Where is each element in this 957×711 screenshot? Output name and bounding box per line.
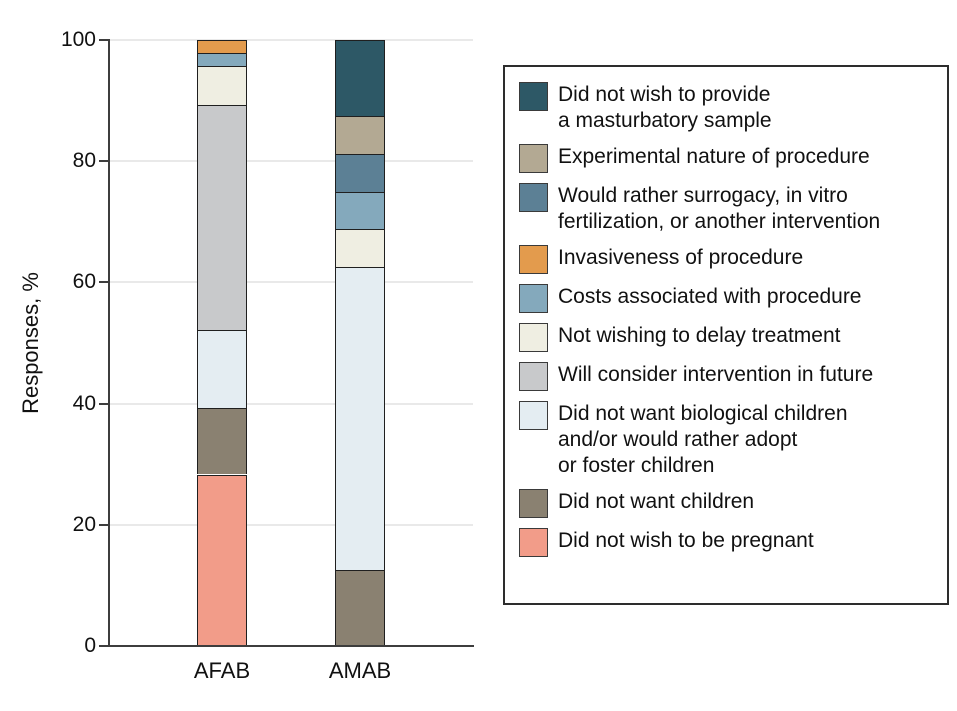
legend-label-delay: Not wishing to delay treatment [558, 324, 841, 347]
legend-label-no-biological: Did not want biological children and/or w… [558, 402, 848, 477]
bar-segment-afab-costs [197, 52, 247, 67]
bar-segment-afab-pregnant [197, 474, 247, 646]
legend-item-costs: Costs associated with procedure [519, 284, 933, 313]
bar-segment-afab-invasiveness [197, 40, 247, 53]
legend-color-swatch-pregnant [519, 528, 548, 557]
legend-item-experimental: Experimental nature of procedure [519, 144, 933, 173]
legend-label-pregnant: Did not wish to be pregnant [558, 529, 814, 552]
bar-segment-amab-no-children [335, 570, 385, 646]
bar-segment-afab-no-children [197, 408, 247, 475]
gridline-40 [109, 402, 473, 405]
x-axis-line [108, 645, 474, 647]
legend-label-future: Will consider intervention in future [558, 363, 874, 386]
gridline-20 [109, 523, 473, 526]
legend-item-invasiveness: Invasiveness of procedure [519, 245, 933, 274]
legend-color-swatch-no-biological [519, 401, 548, 430]
y-tick-label-20: 20 [72, 512, 96, 536]
y-tick-mark-60 [99, 281, 108, 284]
y-tick-label-0: 0 [84, 634, 96, 657]
bar-segment-afab-future [197, 105, 247, 330]
legend-label-masturbatory: Did not wish to provide a masturbatory sa… [558, 83, 772, 132]
gridline-80 [109, 160, 473, 163]
legend-color-swatch-future [519, 362, 548, 391]
legend-color-swatch-masturbatory [519, 82, 548, 111]
legend-label-costs: Costs associated with procedure [558, 285, 862, 308]
legend-item-masturbatory: Did not wish to provide a masturbatory sa… [519, 82, 933, 134]
bar-segment-amab-masturbatory [335, 40, 385, 116]
bar-segment-amab-experimental [335, 115, 385, 154]
bar-segment-afab-delay [197, 66, 247, 106]
y-axis-line [108, 39, 110, 647]
y-tick-mark-40 [99, 402, 108, 405]
legend-color-swatch-invasiveness [519, 245, 548, 274]
gridline-100 [109, 39, 473, 41]
legend-label-experimental: Experimental nature of procedure [558, 145, 870, 168]
legend-item-no-biological: Did not want biological children and/or w… [519, 401, 933, 479]
legend-item-no-children: Did not want children [519, 489, 933, 518]
legend-items: Did not wish to provide a masturbatory sa… [519, 82, 933, 557]
legend-label-surrogacy: Would rather surrogacy, in vitro fertiliz… [558, 184, 881, 233]
gridline-60 [109, 281, 473, 284]
y-tick-mark-80 [99, 160, 108, 163]
y-tick-mark-0 [99, 645, 108, 647]
legend-color-swatch-surrogacy [519, 183, 548, 212]
legend-color-swatch-no-children [519, 489, 548, 518]
y-tick-mark-20 [99, 523, 108, 526]
legend-color-swatch-experimental [519, 144, 548, 173]
x-category-label-amab: AMAB [328, 658, 392, 683]
legend-color-swatch-delay [519, 323, 548, 352]
legend-item-future: Will consider intervention in future [519, 362, 933, 391]
legend-item-surrogacy: Would rather surrogacy, in vitro fertiliz… [519, 183, 933, 235]
legend-label-no-children: Did not want children [558, 490, 755, 513]
y-tick-mark-100 [99, 39, 108, 41]
bar-segment-amab-no-biological [335, 267, 385, 571]
bar-segment-afab-no-biological [197, 329, 247, 409]
bar-segment-amab-costs [335, 191, 385, 230]
y-tick-label-40: 40 [72, 391, 96, 415]
legend-item-delay: Not wishing to delay treatment [519, 323, 933, 352]
legend-item-pregnant: Did not wish to be pregnant [519, 528, 933, 557]
bar-segment-amab-delay [335, 229, 385, 268]
legend-box: Did not wish to provide a masturbatory sa… [503, 65, 949, 605]
legend-color-swatch-costs [519, 284, 548, 313]
y-tick-label-100: 100 [60, 28, 96, 51]
y-tick-label-60: 60 [72, 270, 96, 294]
x-category-label-afab: AFAB [193, 658, 251, 683]
legend-label-invasiveness: Invasiveness of procedure [558, 246, 804, 269]
bar-segment-amab-surrogacy [335, 153, 385, 192]
y-tick-label-80: 80 [72, 149, 96, 173]
